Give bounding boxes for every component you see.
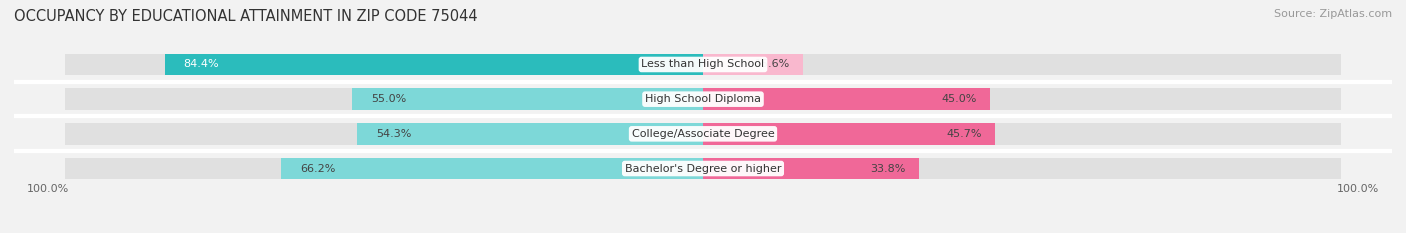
Bar <box>357 123 703 145</box>
Text: 66.2%: 66.2% <box>299 164 335 174</box>
Bar <box>703 158 918 179</box>
Text: Source: ZipAtlas.com: Source: ZipAtlas.com <box>1274 9 1392 19</box>
Text: Less than High School: Less than High School <box>641 59 765 69</box>
Bar <box>65 54 703 75</box>
Text: College/Associate Degree: College/Associate Degree <box>631 129 775 139</box>
Bar <box>703 88 990 110</box>
Text: 45.7%: 45.7% <box>946 129 981 139</box>
Bar <box>65 158 703 179</box>
Text: 15.6%: 15.6% <box>755 59 790 69</box>
Text: 84.4%: 84.4% <box>184 59 219 69</box>
Bar <box>165 54 703 75</box>
Bar <box>703 54 803 75</box>
Bar <box>703 88 1341 110</box>
Bar <box>703 54 1341 75</box>
Bar <box>281 158 703 179</box>
Text: High School Diploma: High School Diploma <box>645 94 761 104</box>
Text: 33.8%: 33.8% <box>870 164 905 174</box>
Bar <box>703 123 1341 145</box>
Text: 45.0%: 45.0% <box>942 94 977 104</box>
Text: OCCUPANCY BY EDUCATIONAL ATTAINMENT IN ZIP CODE 75044: OCCUPANCY BY EDUCATIONAL ATTAINMENT IN Z… <box>14 9 478 24</box>
Bar <box>65 88 703 110</box>
Text: 100.0%: 100.0% <box>27 184 69 194</box>
Bar <box>65 123 703 145</box>
Text: 55.0%: 55.0% <box>371 94 406 104</box>
Bar <box>352 88 703 110</box>
Bar <box>703 158 1341 179</box>
Text: 100.0%: 100.0% <box>1337 184 1379 194</box>
Bar <box>703 123 994 145</box>
Text: 54.3%: 54.3% <box>375 129 411 139</box>
Text: Bachelor's Degree or higher: Bachelor's Degree or higher <box>624 164 782 174</box>
